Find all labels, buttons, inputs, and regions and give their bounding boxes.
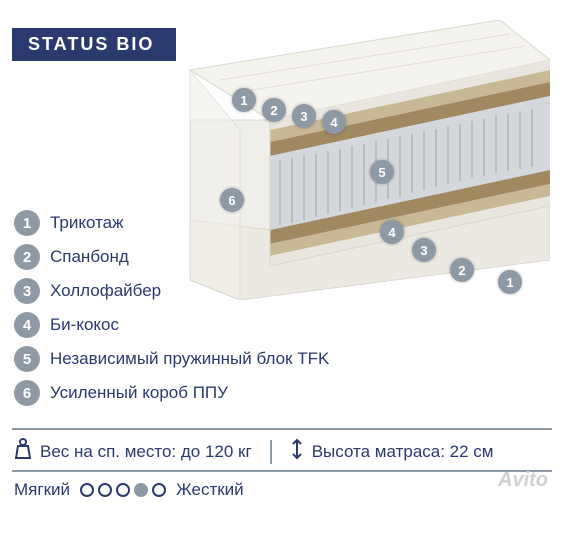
specs-row: Вес на сп. место: до 120 кг Высота матра… bbox=[14, 438, 494, 465]
legend-label: Спанбонд bbox=[50, 247, 129, 267]
legend-label: Независимый пружинный блок TFK bbox=[50, 349, 329, 369]
diagram-callout: 1 bbox=[498, 270, 522, 294]
legend-bullet: 5 bbox=[14, 346, 40, 372]
watermark: Avito bbox=[498, 469, 548, 492]
legend-row: 6 Усиленный короб ППУ bbox=[14, 380, 329, 406]
weight-spec: Вес на сп. место: до 120 кг bbox=[40, 442, 252, 462]
product-title-banner: STATUS BIO bbox=[12, 28, 176, 61]
legend-row: 3 Холлофайбер bbox=[14, 278, 329, 304]
diagram-callout: 4 bbox=[380, 220, 404, 244]
height-spec: Высота матраса: 22 см bbox=[312, 442, 494, 462]
legend-row: 2 Спанбонд bbox=[14, 244, 329, 270]
diagram-callout: 6 bbox=[220, 188, 244, 212]
diagram-callout: 3 bbox=[412, 238, 436, 262]
diagram-callout: 1 bbox=[232, 88, 256, 112]
spec-separator bbox=[270, 440, 272, 464]
layer-legend: 1 Трикотаж 2 Спанбонд 3 Холлофайбер 4 Би-кокос 5… bbox=[14, 210, 329, 414]
divider-bottom bbox=[12, 470, 552, 472]
diagram-callout: 5 bbox=[370, 160, 394, 184]
firmness-hard-label: Жесткий bbox=[176, 480, 244, 500]
legend-bullet: 4 bbox=[14, 312, 40, 338]
firmness-dot bbox=[116, 483, 130, 497]
legend-label: Усиленный короб ППУ bbox=[50, 383, 228, 403]
firmness-dot bbox=[98, 483, 112, 497]
firmness-dot bbox=[152, 483, 166, 497]
legend-label: Холлофайбер bbox=[50, 281, 161, 301]
diagram-callout: 2 bbox=[450, 258, 474, 282]
legend-label: Би-кокос bbox=[50, 315, 119, 335]
firmness-scale bbox=[80, 483, 166, 497]
firmness-soft-label: Мягкий bbox=[14, 480, 70, 500]
firmness-dot bbox=[80, 483, 94, 497]
diagram-callout: 4 bbox=[322, 110, 346, 134]
legend-label: Трикотаж bbox=[50, 213, 124, 233]
legend-bullet: 2 bbox=[14, 244, 40, 270]
legend-row: 4 Би-кокос bbox=[14, 312, 329, 338]
height-icon bbox=[290, 438, 304, 465]
legend-row: 5 Независимый пружинный блок TFK bbox=[14, 346, 329, 372]
divider-top bbox=[12, 428, 552, 430]
weight-icon bbox=[14, 438, 32, 465]
diagram-callout: 2 bbox=[262, 98, 286, 122]
firmness-row: Мягкий Жесткий bbox=[14, 480, 244, 500]
legend-row: 1 Трикотаж bbox=[14, 210, 329, 236]
legend-bullet: 6 bbox=[14, 380, 40, 406]
legend-bullet: 1 bbox=[14, 210, 40, 236]
legend-bullet: 3 bbox=[14, 278, 40, 304]
product-title: STATUS BIO bbox=[28, 34, 154, 54]
firmness-dot bbox=[134, 483, 148, 497]
diagram-callout: 3 bbox=[292, 104, 316, 128]
